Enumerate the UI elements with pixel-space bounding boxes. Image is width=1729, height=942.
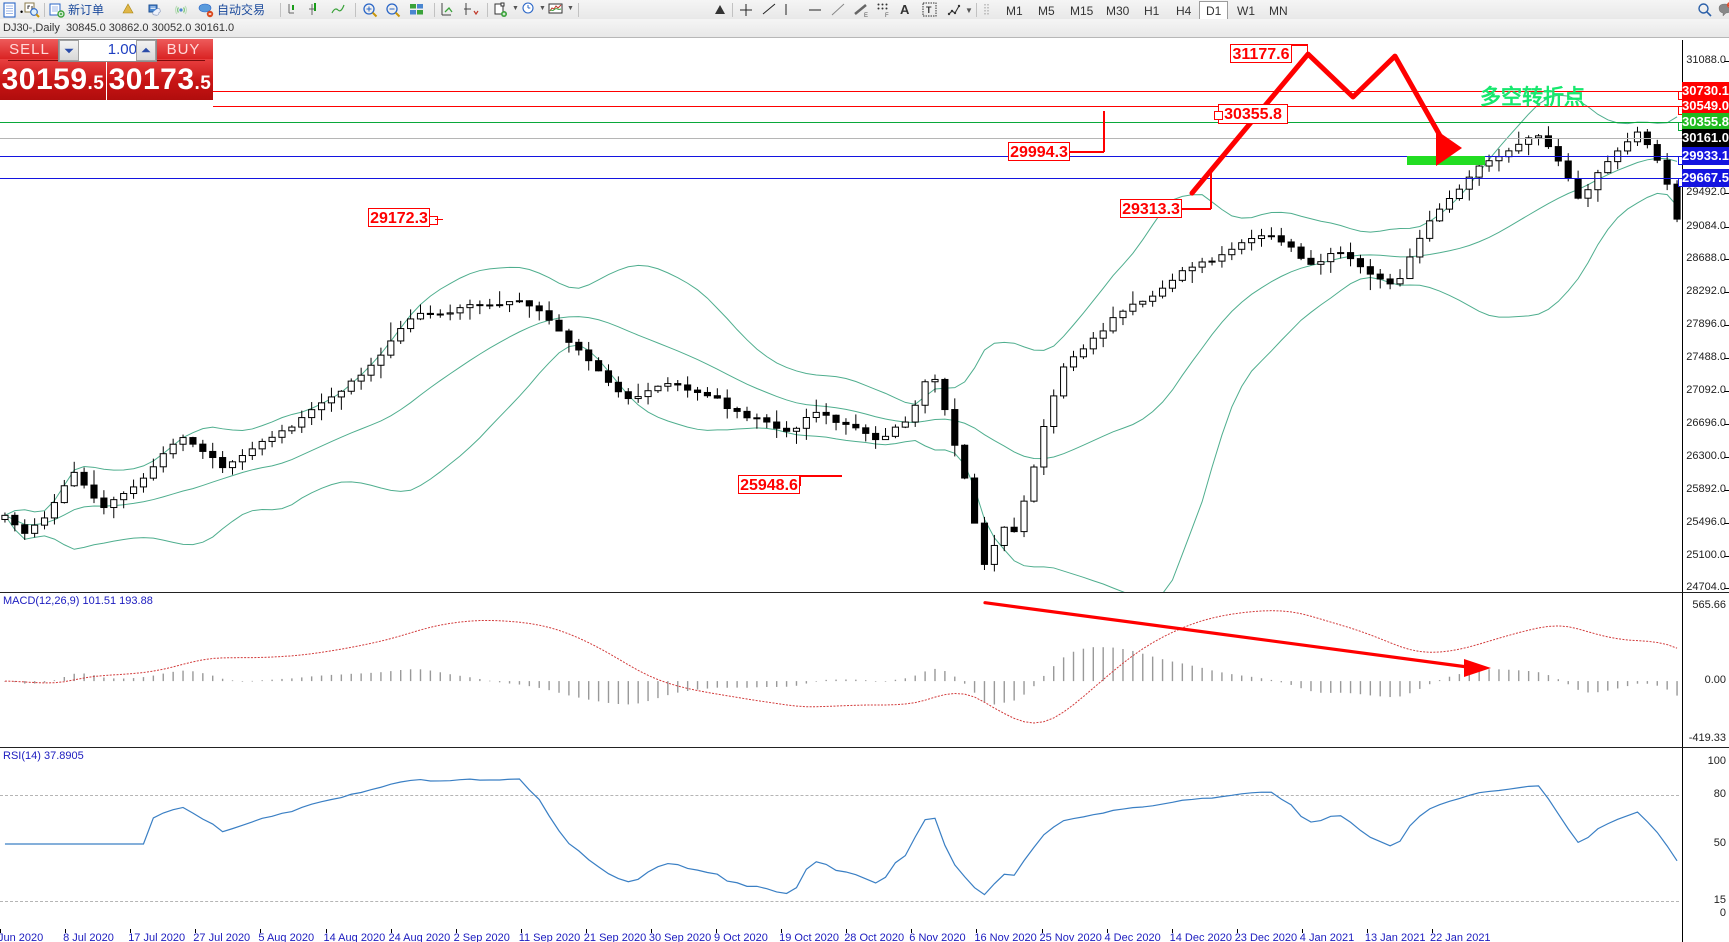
svg-text:T: T	[926, 5, 932, 15]
svg-text:E: E	[864, 13, 868, 18]
svg-text:F: F	[885, 13, 889, 18]
